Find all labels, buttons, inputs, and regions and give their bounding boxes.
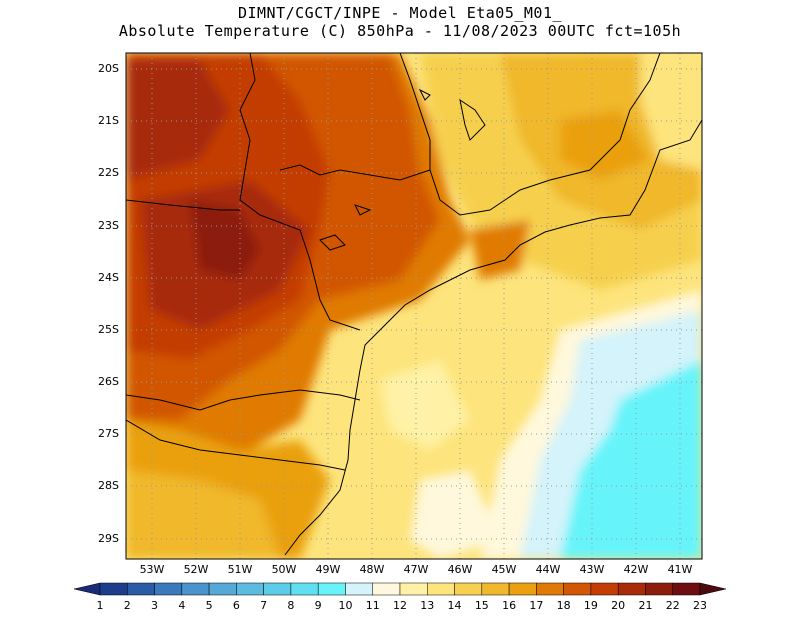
- colorbar-swatch: [427, 582, 455, 596]
- map-frame: [125, 52, 703, 560]
- colorbar-label: 6: [232, 599, 240, 612]
- colorbar-label: 2: [123, 599, 131, 612]
- state-border: [279, 164, 431, 181]
- coastline-borders: [126, 53, 702, 556]
- colorbar-swatch: [345, 582, 373, 596]
- lat-label: 22S: [98, 166, 119, 179]
- state-border: [126, 389, 361, 411]
- colorbar-swatch: [181, 582, 210, 596]
- lat-label: 27S: [98, 427, 119, 440]
- colorbar-label: 5: [205, 599, 213, 612]
- lat-label: 29S: [98, 532, 119, 545]
- colorbar-swatch: [590, 582, 619, 596]
- colorbar-label: 9: [314, 599, 322, 612]
- colorbar-swatch: [617, 582, 646, 596]
- colorbar-arrow-low: [73, 582, 101, 596]
- colorbar-swatch: [372, 582, 401, 596]
- colorbar-swatch: [399, 582, 428, 596]
- reservoir: [459, 98, 486, 141]
- colorbar-swatch: [99, 582, 128, 596]
- colorbar-swatch: [290, 582, 319, 596]
- colorbar-label: 4: [178, 599, 186, 612]
- lon-label: 41W: [667, 563, 693, 576]
- lat-label: 28S: [98, 479, 119, 492]
- colorbar-label: 20: [611, 599, 626, 612]
- state-border: [126, 419, 346, 471]
- colorbar-label: 17: [529, 599, 544, 612]
- colorbar-swatch: [236, 582, 264, 596]
- lat-label: 24S: [98, 271, 119, 284]
- reservoir: [418, 88, 431, 101]
- colorbar-label: 22: [665, 599, 680, 612]
- colorbar-arrow-high: [699, 582, 727, 596]
- colorbar-label: 12: [393, 599, 407, 612]
- colorbar-swatch: [208, 582, 237, 596]
- colorbar-label: 18: [556, 599, 571, 612]
- lon-label: 50W: [271, 563, 297, 576]
- lon-label: 48W: [359, 563, 385, 576]
- colorbar: [73, 582, 727, 596]
- temperature-contours: [126, 53, 702, 559]
- state-border: [239, 53, 361, 331]
- colorbar-label: 8: [287, 599, 295, 612]
- lon-label: 47W: [403, 563, 429, 576]
- colorbar-swatch: [454, 582, 483, 596]
- colorbar-label: 10: [338, 599, 353, 612]
- colorbar-label: 15: [474, 599, 489, 612]
- lon-label: 53W: [139, 563, 165, 576]
- colorbar-label: 11: [365, 599, 380, 612]
- colorbar-label: 19: [583, 599, 598, 612]
- colorbar-label: 13: [420, 599, 435, 612]
- lon-label: 44W: [535, 563, 561, 576]
- lat-label: 21S: [98, 114, 119, 127]
- colorbar-label: 3: [151, 599, 159, 612]
- colorbar-swatch: [481, 582, 510, 596]
- colorbar-label: 23: [693, 599, 707, 612]
- colorbar-swatch: [508, 582, 537, 596]
- colorbar-swatch: [536, 582, 564, 596]
- colorbar-label: 7: [260, 599, 268, 612]
- state-border: [126, 199, 240, 211]
- lon-label: 52W: [183, 563, 209, 576]
- coastline: [284, 119, 702, 556]
- colorbar-swatch: [263, 582, 292, 596]
- colorbar-label: 21: [638, 599, 653, 612]
- colorbar-swatch: [317, 582, 346, 596]
- lon-label: 49W: [315, 563, 341, 576]
- colorbar-swatch: [563, 582, 592, 596]
- lat-label: 20S: [98, 62, 119, 75]
- colorbar-label: 16: [502, 599, 517, 612]
- reservoir: [354, 204, 372, 216]
- lon-label: 46W: [447, 563, 473, 576]
- colorbar-swatch: [645, 582, 673, 596]
- lat-label: 26S: [98, 375, 119, 388]
- lon-label: 42W: [623, 563, 649, 576]
- state-border: [399, 53, 661, 216]
- lon-label: 51W: [227, 563, 253, 576]
- lon-label: 43W: [579, 563, 605, 576]
- lat-label: 23S: [98, 219, 119, 232]
- title-line-2: Absolute Temperature (C) 850hPa - 11/08/…: [118, 22, 682, 40]
- title-line-1: DIMNT/CGCT/INPE - Model Eta05_M01_: [237, 4, 563, 22]
- colorbar-label: 1: [96, 599, 104, 612]
- colorbar-swatch: [672, 582, 701, 596]
- lat-label: 25S: [98, 323, 119, 336]
- colorbar-label: 14: [447, 599, 462, 612]
- colorbar-swatch: [154, 582, 183, 596]
- lon-label: 45W: [491, 563, 517, 576]
- graticule: [126, 53, 702, 559]
- colorbar-swatch: [127, 582, 155, 596]
- reservoir: [319, 234, 346, 251]
